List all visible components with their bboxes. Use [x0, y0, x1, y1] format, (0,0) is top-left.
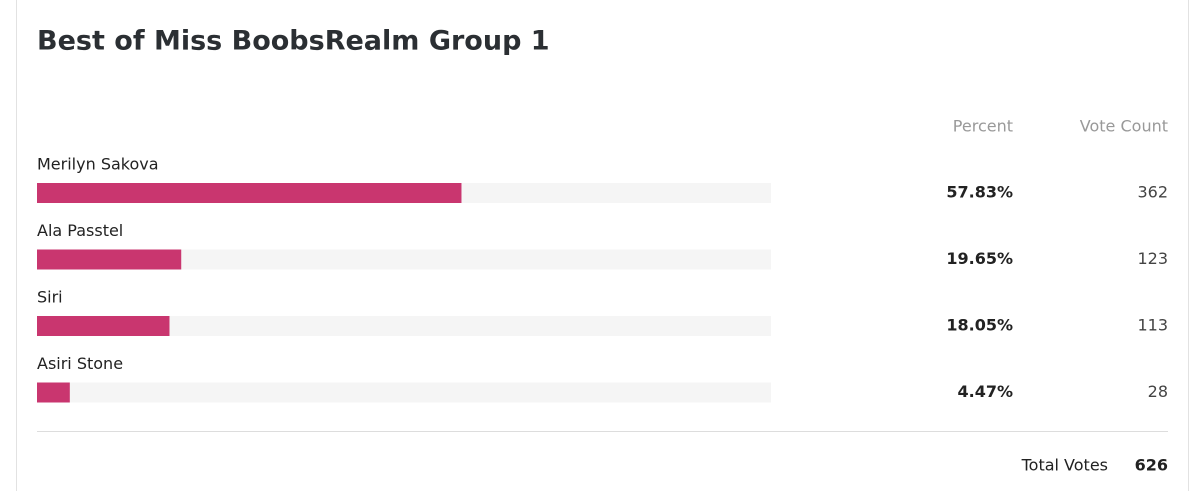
column-header: Vote Count [1080, 117, 1168, 136]
option-name: Ala Passtel [37, 221, 123, 240]
vote-count: 28 [1148, 382, 1168, 401]
vote-count: 123 [1137, 249, 1168, 268]
total-label: Total Votes [1021, 456, 1108, 475]
poll-title: Best of Miss BoobsRealm Group 1 [37, 26, 550, 57]
vote-count: 113 [1137, 316, 1168, 335]
percent: 18.05% [946, 316, 1013, 335]
bar-track [37, 382, 771, 403]
vote-count: 362 [1137, 183, 1168, 202]
bar-track [37, 316, 771, 336]
option-name: Siri [37, 288, 63, 307]
percent: 19.65% [946, 249, 1013, 268]
bar [37, 183, 462, 203]
percent: 57.83% [946, 183, 1013, 202]
option-name: Merilyn Sakova [37, 155, 159, 174]
bar [37, 249, 182, 270]
bar [37, 382, 70, 403]
option-name: Asiri Stone [37, 354, 123, 373]
bar-track [37, 249, 771, 270]
percent: 4.47% [957, 382, 1013, 401]
total-votes: 626 [1135, 456, 1168, 475]
bar [37, 316, 170, 336]
column-header: Percent [953, 117, 1013, 136]
